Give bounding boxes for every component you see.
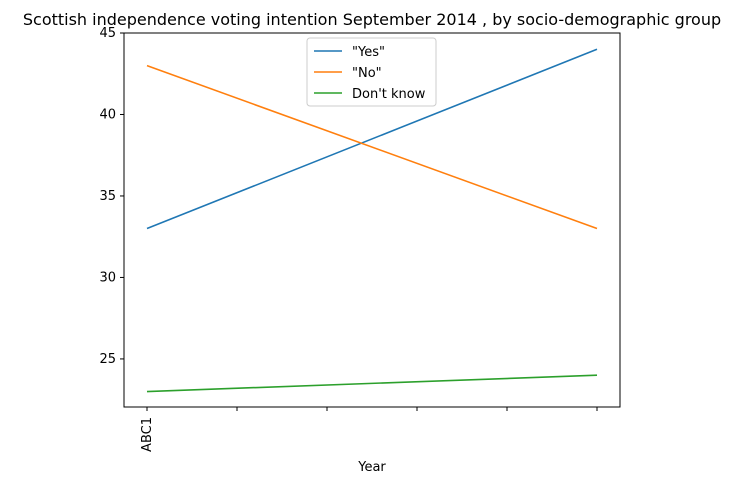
legend-label: "Yes": [352, 45, 385, 60]
legend: "Yes" "No" Don't know: [306, 37, 437, 107]
y-tick-label: 35: [99, 189, 116, 204]
y-tick-label: 40: [99, 107, 116, 122]
chart-title: Scottish independence voting intention S…: [23, 10, 721, 29]
series-line: [146, 48, 598, 230]
x-axis-title: Year: [357, 460, 386, 475]
x-tick-label: ABC1: [140, 417, 155, 452]
y-tick-label: 30: [99, 270, 116, 285]
series-line: [146, 64, 598, 230]
series-line: [146, 374, 598, 393]
y-tick-label: 25: [99, 352, 116, 367]
legend-label: Don't know: [352, 87, 426, 102]
plot-area: 25 30 35 40 45 ABC1: [99, 26, 621, 452]
y-tick-label: 45: [99, 26, 116, 41]
plot-frame: [123, 32, 621, 408]
legend-box: [306, 37, 437, 107]
legend-label: "No": [352, 66, 382, 81]
